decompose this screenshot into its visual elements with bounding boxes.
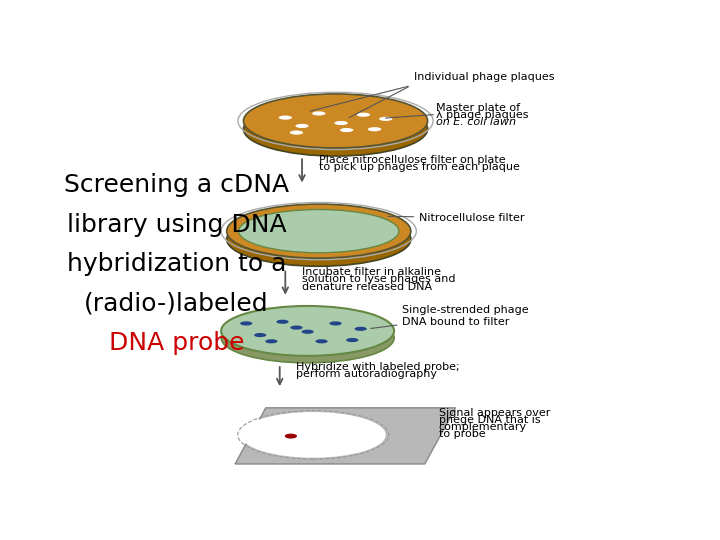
Text: hybridization to a: hybridization to a [67,252,286,276]
Text: to pick up phages from each plaque: to pick up phages from each plaque [319,162,520,172]
Text: Single-strended phage
DNA bound to filter: Single-strended phage DNA bound to filte… [371,305,529,328]
Ellipse shape [356,113,370,117]
Ellipse shape [340,128,354,132]
Text: denature released DNA: denature released DNA [302,282,432,292]
Ellipse shape [284,434,297,438]
Ellipse shape [227,204,411,258]
Ellipse shape [315,339,328,343]
Ellipse shape [329,321,342,326]
Ellipse shape [379,117,392,121]
Ellipse shape [279,116,292,120]
Ellipse shape [302,329,314,334]
Text: (radio-)labeled: (radio-)labeled [84,292,269,316]
Ellipse shape [243,102,428,156]
Ellipse shape [290,326,302,329]
Ellipse shape [221,313,394,363]
Text: Nitrocellulose filter: Nitrocellulose filter [388,213,525,222]
Text: DNA probe: DNA probe [109,332,244,355]
Text: Screening a cDNA: Screening a cDNA [64,173,289,198]
Ellipse shape [240,412,386,458]
Text: perform autoradiography: perform autoradiography [297,369,438,379]
Ellipse shape [227,212,411,266]
Text: phege DNA that is: phege DNA that is [438,415,541,425]
Text: Place nitrocellulose filter on plate: Place nitrocellulose filter on plate [319,154,505,165]
Ellipse shape [265,339,277,343]
Text: Individual phage plaques: Individual phage plaques [413,72,554,82]
Text: Hybridize with labeled probe;: Hybridize with labeled probe; [297,362,460,372]
Ellipse shape [221,306,394,356]
Ellipse shape [368,127,382,131]
Text: λ phage plaques: λ phage plaques [436,110,528,119]
Ellipse shape [346,338,359,342]
Text: solution to lyse phages and: solution to lyse phages and [302,274,456,284]
Text: Incubate filter in alkaline: Incubate filter in alkaline [302,267,441,277]
Ellipse shape [312,111,325,116]
Ellipse shape [238,210,399,253]
Ellipse shape [243,94,428,148]
Text: Master plate of: Master plate of [436,103,520,112]
Text: complementary: complementary [438,422,527,433]
Polygon shape [235,408,456,464]
Ellipse shape [240,321,253,326]
Ellipse shape [354,327,366,331]
Text: on E. coli lawn: on E. coli lawn [436,117,516,127]
Ellipse shape [254,333,266,337]
Ellipse shape [295,124,309,128]
Ellipse shape [276,320,289,324]
Text: Signal appears over: Signal appears over [438,408,550,418]
Ellipse shape [334,121,348,125]
Ellipse shape [289,131,303,134]
Text: library using DNA: library using DNA [67,213,287,237]
Text: to probe: to probe [438,429,485,440]
